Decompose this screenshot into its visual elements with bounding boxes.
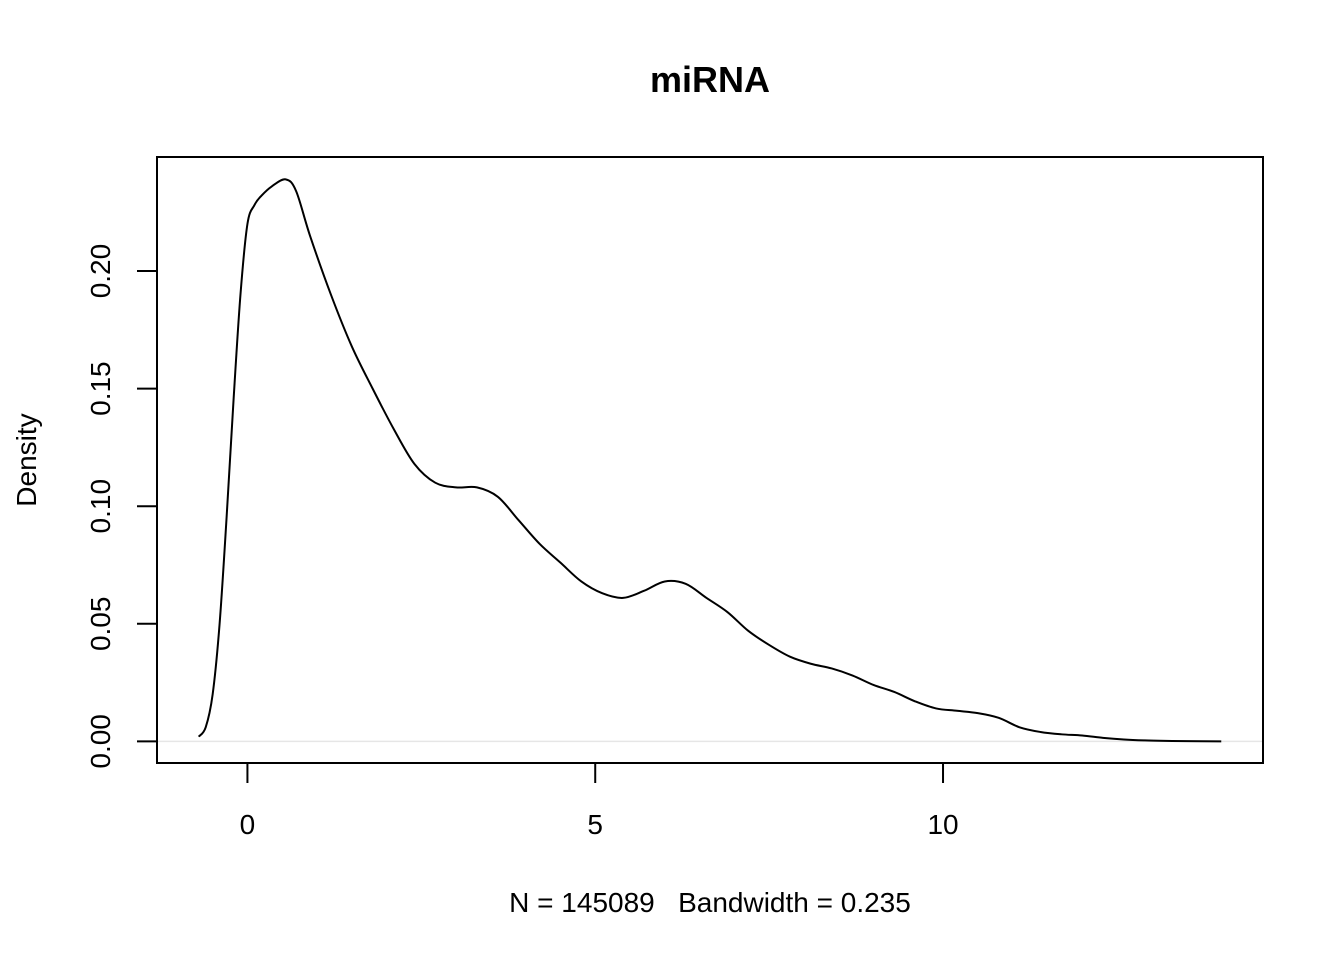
density-curve-0 xyxy=(197,178,1222,743)
y-axis: 0.00 0.05 0.10 0.15 0.20 xyxy=(85,244,157,769)
y-tick-label: 0.15 xyxy=(85,361,116,416)
y-tick-label: 0.00 xyxy=(85,714,116,769)
y-axis-label: Density xyxy=(11,413,42,506)
x-tick-label: 5 xyxy=(587,809,603,840)
y-tick-label: 0.20 xyxy=(85,244,116,299)
x-tick-label: 10 xyxy=(927,809,958,840)
x-axis-label: N = 145089 Bandwidth = 0.235 xyxy=(509,887,911,918)
y-tick-label: 0.05 xyxy=(85,597,116,652)
x-axis: 0 5 10 xyxy=(240,763,959,840)
x-tick-label: 0 xyxy=(240,809,256,840)
density-curve-layer xyxy=(197,178,1222,743)
y-tick-label: 0.10 xyxy=(85,479,116,533)
plot-frame xyxy=(156,156,1264,764)
chart-title: miRNA xyxy=(650,59,770,100)
